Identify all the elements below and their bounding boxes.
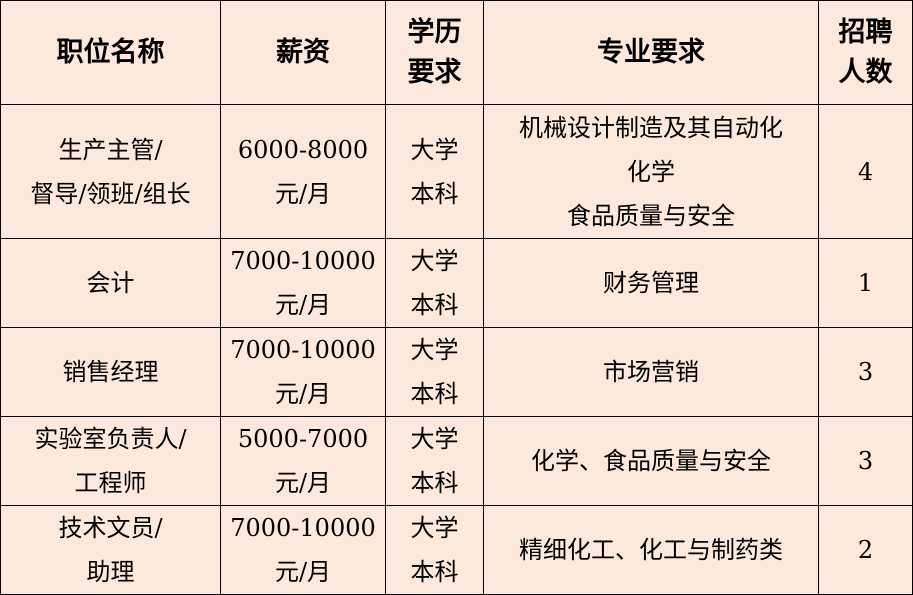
salary-text: 元/月 — [274, 558, 332, 586]
count-text: 3 — [857, 447, 874, 475]
cell-major: 市场营销 — [483, 327, 819, 417]
cell-education: 大学 本科 — [385, 416, 484, 506]
salary-text: 7000-10000 — [230, 247, 376, 275]
cell-education: 大学 本科 — [385, 104, 484, 239]
count-text: 1 — [857, 269, 874, 297]
cell-education: 大学 本科 — [385, 238, 484, 328]
cell-count: 1 — [818, 238, 913, 328]
table-row: 生产主管/督导/领班/组长 6000-8000 元/月 大学 本科 机械设计制造及其自动化… — [0, 104, 913, 239]
count-text: 3 — [857, 358, 874, 386]
table-row: 会计 7000-10000 元/月 大学本科 财务管理 1 — [0, 238, 913, 328]
header-text: 职位名称 — [56, 36, 165, 68]
major-text: 化学 — [627, 157, 675, 186]
education-text: 本科 — [410, 179, 459, 208]
cell-position: 会计 — [0, 238, 221, 328]
count-text: 2 — [857, 536, 874, 564]
education-text: 本科 — [410, 469, 459, 497]
cell-salary: 7000-10000 元/月 — [220, 238, 386, 328]
cell-salary: 7000-10000 元/月 — [220, 327, 386, 417]
major-text: 化学、食品质量与安全 — [531, 447, 771, 475]
education-text: 本科 — [410, 558, 459, 586]
major-text: 财务管理 — [603, 269, 699, 297]
cell-position: 技术文员/助理 — [0, 505, 221, 595]
education-text: 大学 — [410, 425, 459, 453]
table-row: 销售经理 7000-10000 元/月 大学本科 市场营销 3 — [0, 327, 913, 417]
salary-text: 元/月 — [274, 291, 332, 319]
cell-count: 3 — [818, 327, 913, 417]
header-salary: 薪资 — [220, 0, 386, 105]
count-text: 4 — [857, 157, 874, 186]
position-text: 助理 — [86, 558, 135, 586]
cell-position: 销售经理 — [0, 327, 221, 417]
salary-text: 5000-7000 — [237, 425, 369, 453]
position-text: 工程师 — [74, 469, 147, 497]
header-text: 专业要求 — [597, 36, 705, 68]
position-text: 生产主管/ — [58, 135, 163, 164]
header-education: 学历 要求 — [385, 0, 484, 105]
cell-major: 化学、食品质量与安全 — [483, 416, 819, 506]
salary-text: 6000-8000 — [237, 135, 369, 164]
header-text: 薪资 — [276, 36, 330, 68]
cell-major: 机械设计制造及其自动化 化学食品质量与安全 — [483, 104, 819, 239]
header-text: 学历 — [407, 16, 462, 48]
education-text: 大学 — [410, 135, 459, 164]
cell-salary: 6000-8000 元/月 — [220, 104, 386, 239]
major-text: 机械设计制造及其自动化 — [519, 113, 783, 142]
salary-text: 7000-10000 — [230, 336, 376, 364]
salary-text: 元/月 — [274, 469, 332, 497]
salary-text: 元/月 — [274, 179, 332, 208]
position-text: 销售经理 — [62, 358, 159, 386]
cell-count: 2 — [818, 505, 913, 595]
cell-salary: 5000-7000 元/月 — [220, 416, 386, 506]
education-text: 大学 — [410, 514, 459, 542]
salary-text: 7000-10000 — [230, 514, 376, 542]
cell-major: 财务管理 — [483, 238, 819, 328]
education-text: 大学 — [410, 336, 459, 364]
cell-count: 4 — [818, 104, 913, 239]
cell-education: 大学 本科 — [385, 505, 484, 595]
cell-position: 实验室负责人/工程师 — [0, 416, 221, 506]
cell-count: 3 — [818, 416, 913, 506]
position-text: 督导/领班/组长 — [30, 179, 191, 208]
major-text: 精细化工、化工与制药类 — [519, 536, 783, 564]
table-row: 实验室负责人/工程师 5000-7000 元/月 大学本科 化学、食品质量与安全 3 — [0, 416, 913, 506]
cell-major: 精细化工、化工与制药类 — [483, 505, 819, 595]
header-major: 专业要求 — [483, 0, 819, 105]
header-count: 招聘 人数 — [818, 0, 913, 105]
salary-text: 元/月 — [274, 380, 332, 408]
header-text: 要求 — [407, 56, 462, 88]
header-text: 人数 — [838, 56, 893, 88]
cell-position: 生产主管/督导/领班/组长 — [0, 104, 221, 239]
education-text: 本科 — [410, 291, 459, 319]
cell-education: 大学 本科 — [385, 327, 484, 417]
major-text: 食品质量与安全 — [567, 201, 735, 230]
header-row: 职位名称 薪资 学历要求 专业要求 招聘人数 — [0, 0, 913, 105]
table-row: 技术文员/助理 7000-10000 元/月 大学本科 精细化工、化工与制药类 2 — [0, 505, 913, 595]
education-text: 本科 — [410, 380, 459, 408]
education-text: 大学 — [410, 247, 459, 275]
cell-salary: 7000-10000 元/月 — [220, 505, 386, 595]
header-position: 职位名称 — [0, 0, 221, 105]
position-text: 会计 — [86, 269, 135, 297]
major-text: 市场营销 — [603, 358, 699, 386]
position-text: 实验室负责人/ — [34, 425, 187, 453]
position-text: 技术文员/ — [58, 514, 163, 542]
header-text: 招聘 — [838, 16, 893, 48]
